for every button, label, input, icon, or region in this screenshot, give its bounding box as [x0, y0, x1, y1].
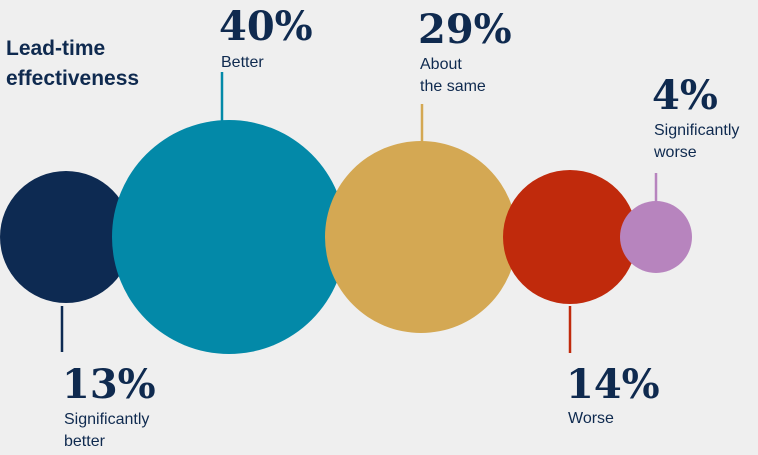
bubble-group-significantly-worse: 4% Significantly worse: [620, 72, 739, 273]
chart-title-line-1: Lead-time: [6, 37, 106, 60]
bubble-better: [112, 120, 346, 354]
bubble-group-better: 40% Better: [112, 3, 346, 354]
category-label-better-1: Better: [221, 54, 264, 71]
bubble-worse: [503, 170, 637, 304]
value-label-worse: 14%: [566, 361, 660, 408]
bubble-group-worse: 14% Worse: [503, 170, 660, 427]
category-label-significantly-better-2: better: [64, 433, 106, 450]
value-label-significantly-worse: 4%: [652, 72, 718, 119]
bubble-significantly-better: [0, 171, 132, 303]
bubble-group-about-the-same: 29% About the same: [325, 6, 517, 333]
category-label-significantly-worse-1: Significantly: [654, 122, 739, 139]
category-label-significantly-better-1: Significantly: [64, 411, 149, 428]
category-label-about-the-same-1: About: [420, 56, 462, 73]
value-label-better: 40%: [219, 3, 313, 50]
category-label-worse-1: Worse: [568, 410, 614, 427]
value-label-significantly-better: 13%: [62, 361, 156, 408]
bubble-about-the-same: [325, 141, 517, 333]
category-label-significantly-worse-2: worse: [653, 144, 697, 161]
chart-title: Lead-time effectiveness: [6, 34, 139, 94]
category-label-about-the-same-2: the same: [420, 78, 486, 95]
bubble-significantly-worse: [620, 201, 692, 273]
chart-title-line-2: effectiveness: [6, 67, 140, 90]
bubble-group-significantly-better: 13% Significantly better: [0, 171, 156, 450]
value-label-about-the-same: 29%: [418, 6, 512, 53]
